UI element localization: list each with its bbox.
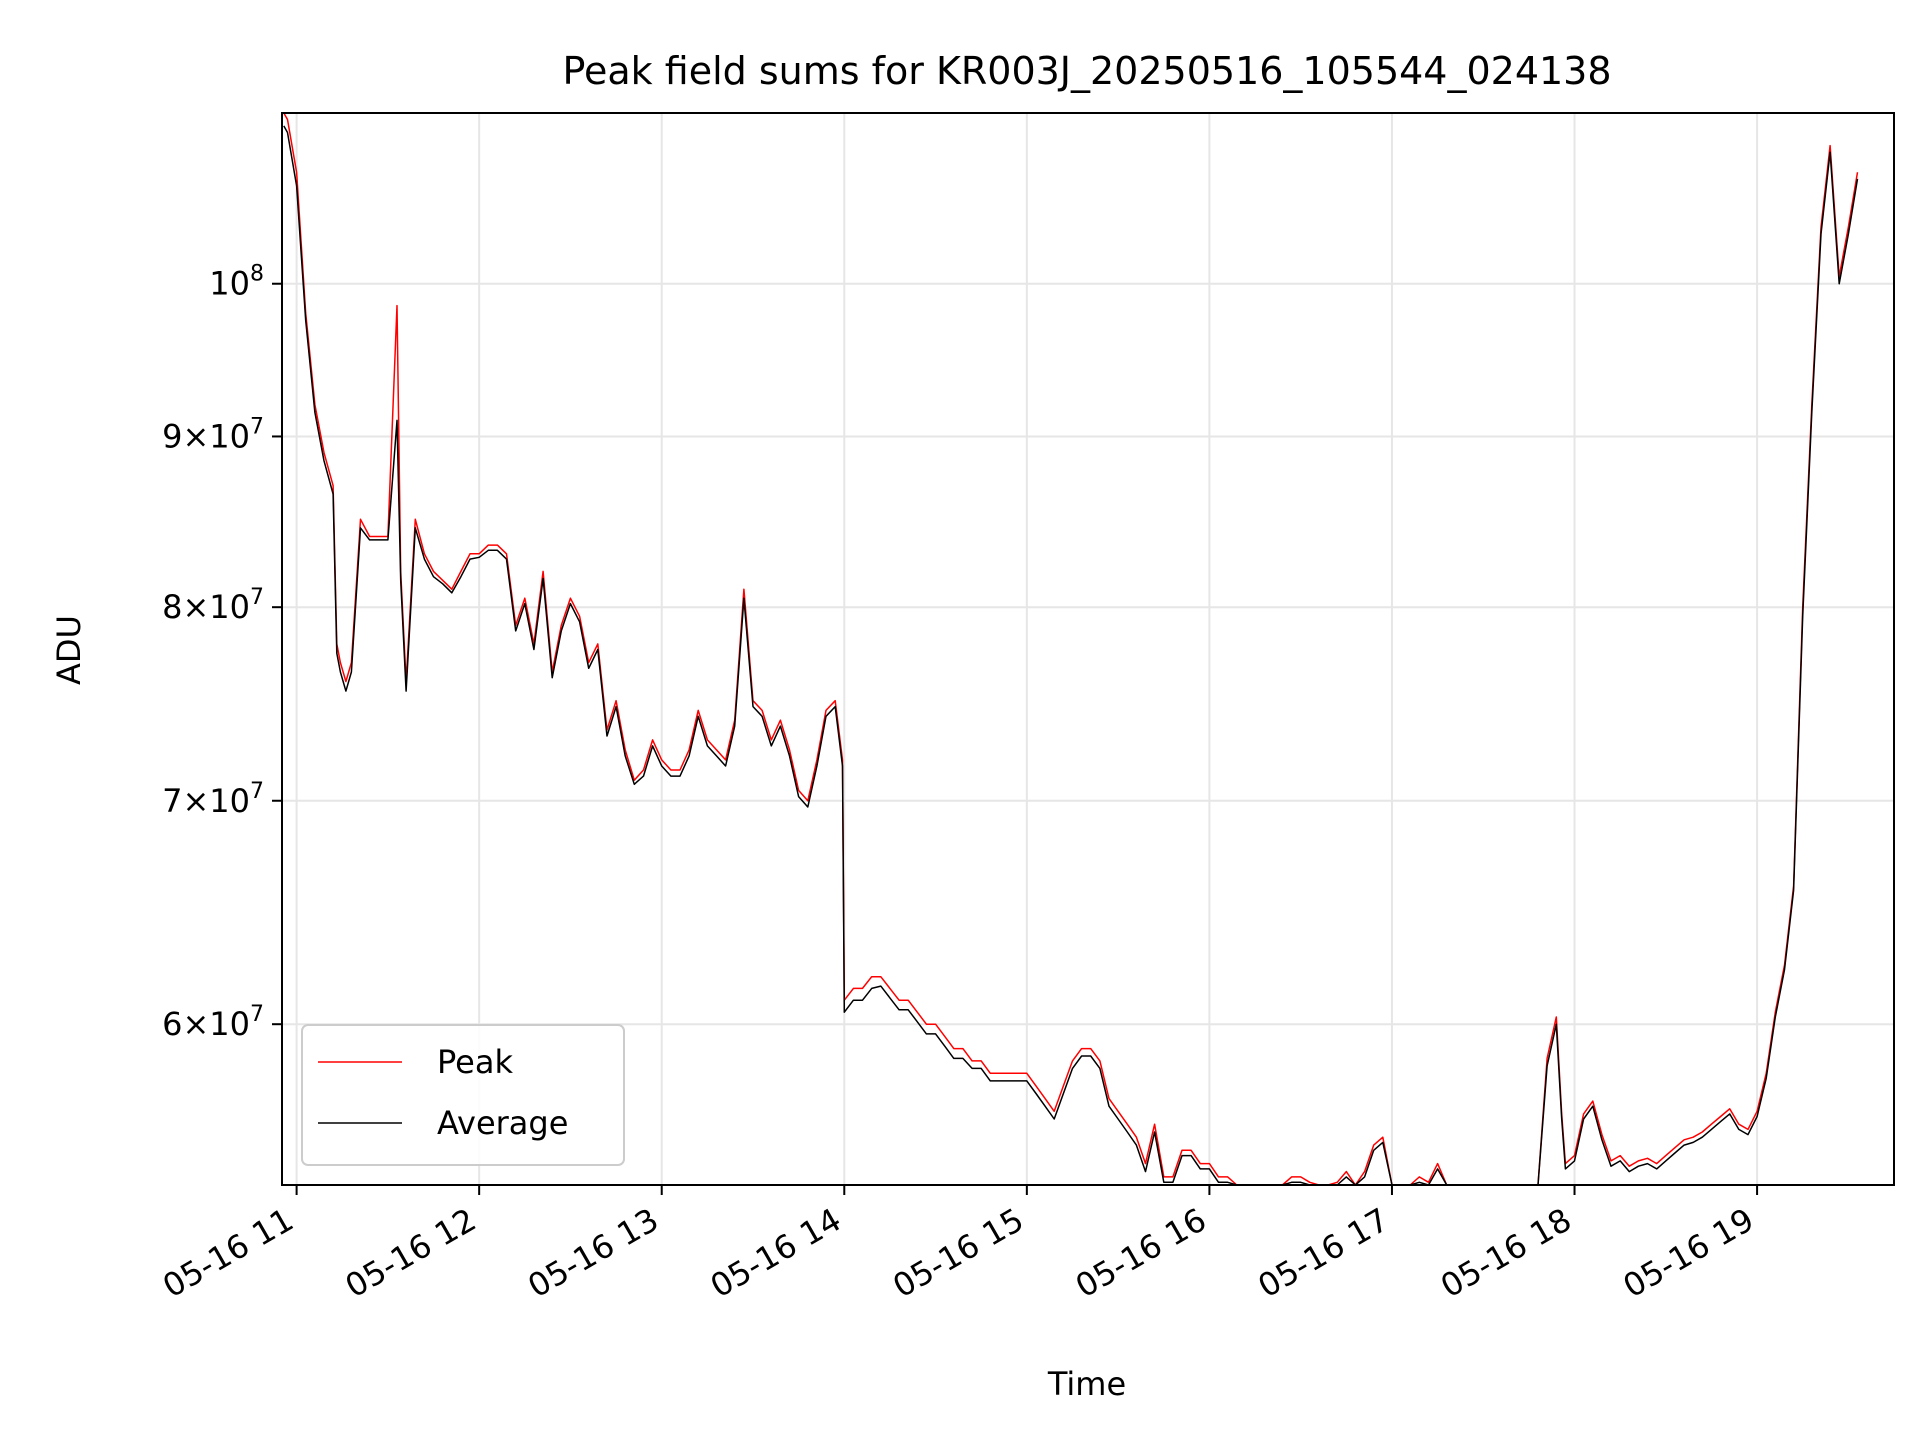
legend: Peak Average xyxy=(301,1024,625,1166)
y-tick-label: 8×107 xyxy=(162,585,264,626)
legend-average-label: Average xyxy=(437,1104,568,1142)
y-tick-label: 6×107 xyxy=(162,1002,264,1043)
chart-title: Peak field sums for KR003J_20250516_1055… xyxy=(562,49,1611,93)
y-tick-label: 9×107 xyxy=(162,414,264,455)
legend-peak-label: Peak xyxy=(437,1043,513,1081)
series-line-peak xyxy=(283,112,1859,1186)
y-tick-label: 7×107 xyxy=(162,779,264,820)
y-tick-label: 108 xyxy=(209,262,264,303)
plot-frame xyxy=(281,112,1895,1186)
legend-box xyxy=(301,1024,625,1166)
x-axis-label: Time xyxy=(1047,1365,1126,1403)
y-axis-label: ADU xyxy=(50,615,88,685)
plot-lines xyxy=(283,112,1859,1186)
grid xyxy=(282,113,1894,1185)
y-axis: 6×107 7×107 8×107 9×107 108 xyxy=(162,262,282,1043)
series-line-average xyxy=(283,125,1859,1186)
